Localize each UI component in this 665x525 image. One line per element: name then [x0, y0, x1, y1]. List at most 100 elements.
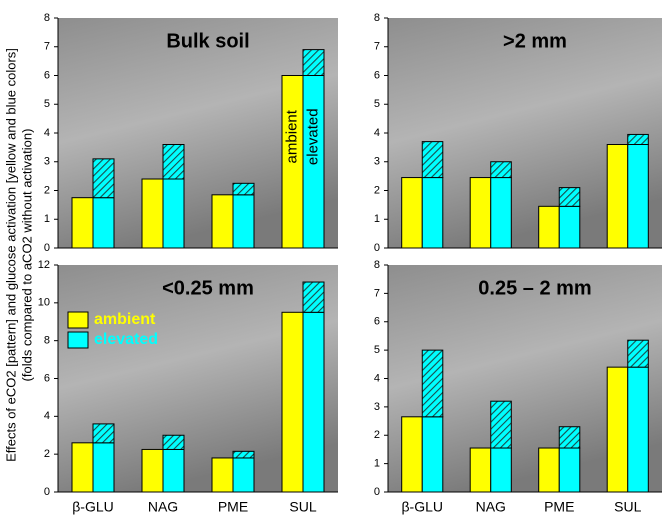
panel-title: 0.25 – 2 mm — [478, 277, 591, 299]
y-tick-label: 4 — [44, 127, 50, 139]
bar — [233, 458, 254, 492]
x-tick-label: β-GLU — [401, 499, 443, 515]
ecO2-segment — [93, 424, 114, 443]
y-tick-label: 5 — [44, 98, 50, 110]
bar — [93, 443, 114, 492]
y-tick-label: 6 — [374, 69, 380, 81]
x-tick-label: SUL — [614, 499, 641, 515]
y-tick-label: 7 — [374, 287, 380, 299]
y-tick-label: 4 — [44, 410, 50, 422]
bar — [491, 448, 512, 492]
bar-label: elevated — [304, 108, 321, 165]
legend-label: elevated — [94, 331, 158, 348]
y-tick-label: 0 — [374, 242, 380, 254]
x-tick-label: NAG — [148, 499, 178, 515]
bar — [72, 198, 93, 248]
bar — [628, 367, 649, 492]
bar — [93, 198, 114, 248]
bar — [607, 367, 628, 492]
ecO2-segment — [422, 350, 443, 417]
bar — [559, 448, 580, 492]
bar — [233, 195, 254, 248]
y-tick-label: 2 — [44, 184, 50, 196]
bar — [539, 206, 560, 248]
ecO2-segment — [628, 134, 649, 144]
y-tick-label: 2 — [374, 429, 380, 441]
y-tick-label: 0 — [44, 242, 50, 254]
y-tick-label: 0 — [374, 486, 380, 498]
y-tick-label: 1 — [374, 458, 380, 470]
y-tick-label: 8 — [374, 259, 380, 271]
x-tick-label: NAG — [476, 499, 506, 515]
y-tick-label: 8 — [374, 12, 380, 24]
bar — [212, 458, 233, 492]
ecO2-segment — [491, 401, 512, 448]
bar — [422, 178, 443, 248]
bar — [539, 448, 560, 492]
ecO2-segment — [422, 142, 443, 178]
y-tick-label: 3 — [44, 156, 50, 168]
y-tick-label: 6 — [374, 316, 380, 328]
x-tick-label: β-GLU — [72, 499, 114, 515]
bar — [142, 449, 163, 492]
ecO2-segment — [303, 282, 324, 312]
bar-label: ambient — [283, 109, 300, 163]
bar — [142, 179, 163, 248]
ecO2-segment — [303, 50, 324, 76]
bar — [422, 417, 443, 492]
panel-title: >2 mm — [503, 30, 567, 52]
bar — [470, 178, 491, 248]
bar — [491, 178, 512, 248]
bar — [559, 206, 580, 248]
y-tick-label: 4 — [374, 372, 380, 384]
y-tick-label: 6 — [44, 372, 50, 384]
y-tick-label: 1 — [374, 213, 380, 225]
ecO2-segment — [559, 427, 580, 448]
bar — [628, 145, 649, 249]
y-tick-label: 6 — [44, 69, 50, 81]
y-tick-label: 7 — [44, 41, 50, 53]
bar — [163, 179, 184, 248]
chart: Effects of eCO2 [pattern] and glucose ac… — [0, 0, 665, 520]
legend-swatch — [68, 312, 88, 328]
ecO2-segment — [93, 159, 114, 198]
y-tick-label: 7 — [374, 41, 380, 53]
bar — [212, 195, 233, 248]
ecO2-segment — [628, 340, 649, 367]
y-tick-label: 12 — [38, 259, 50, 271]
y-tick-label: 5 — [374, 344, 380, 356]
bar — [402, 178, 423, 248]
ecO2-segment — [163, 435, 184, 449]
ecO2-segment — [233, 183, 254, 195]
bar — [470, 448, 491, 492]
y-tick-label: 0 — [44, 486, 50, 498]
ecO2-segment — [163, 145, 184, 180]
y-tick-label: 2 — [374, 184, 380, 196]
x-tick-label: PME — [544, 499, 574, 515]
ecO2-segment — [559, 188, 580, 207]
bar — [402, 417, 423, 492]
y-axis-label: (folds compared to aCO2 without activati… — [19, 129, 34, 382]
y-tick-label: 8 — [44, 335, 50, 347]
y-tick-label: 1 — [44, 213, 50, 225]
bar — [282, 312, 303, 492]
y-axis-label: Effects of eCO2 [pattern] and glucose ac… — [3, 48, 18, 462]
ecO2-segment — [233, 451, 254, 458]
x-tick-label: SUL — [289, 499, 316, 515]
legend-label: ambient — [94, 311, 156, 328]
bar — [607, 145, 628, 249]
bar — [303, 312, 324, 492]
panel-title: Bulk soil — [166, 30, 249, 52]
bar — [72, 443, 93, 492]
y-tick-label: 5 — [374, 98, 380, 110]
x-tick-label: PME — [218, 499, 248, 515]
y-tick-label: 10 — [38, 297, 50, 309]
panel-title: <0.25 mm — [162, 277, 254, 299]
y-tick-label: 3 — [374, 156, 380, 168]
y-tick-label: 2 — [44, 448, 50, 460]
legend-swatch — [68, 332, 88, 348]
ecO2-segment — [491, 162, 512, 178]
y-tick-label: 3 — [374, 401, 380, 413]
bar — [163, 449, 184, 492]
y-tick-label: 4 — [374, 127, 380, 139]
